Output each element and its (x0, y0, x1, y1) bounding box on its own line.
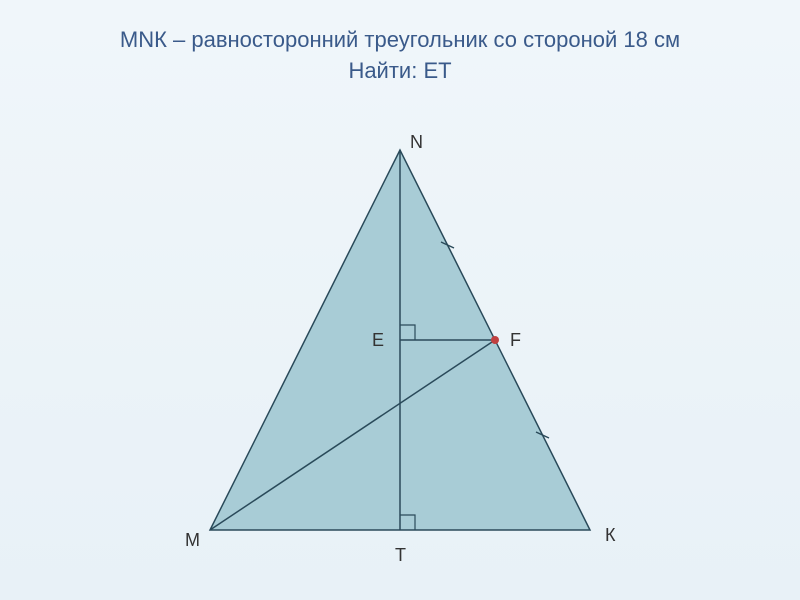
triangle-svg (150, 130, 650, 580)
label-n: N (410, 132, 423, 153)
point-f-marker (491, 336, 499, 344)
label-k: К (605, 525, 616, 546)
label-t: Т (395, 545, 406, 566)
title-line-1: MNК – равносторонний треугольник со стор… (0, 25, 800, 56)
label-e: Е (372, 330, 384, 351)
label-m: М (185, 530, 200, 551)
title-block: MNК – равносторонний треугольник со стор… (0, 0, 800, 87)
geometry-diagram: N М К Т Е F (150, 130, 650, 580)
title-line-2: Найти: ЕТ (0, 56, 800, 87)
label-f: F (510, 330, 521, 351)
